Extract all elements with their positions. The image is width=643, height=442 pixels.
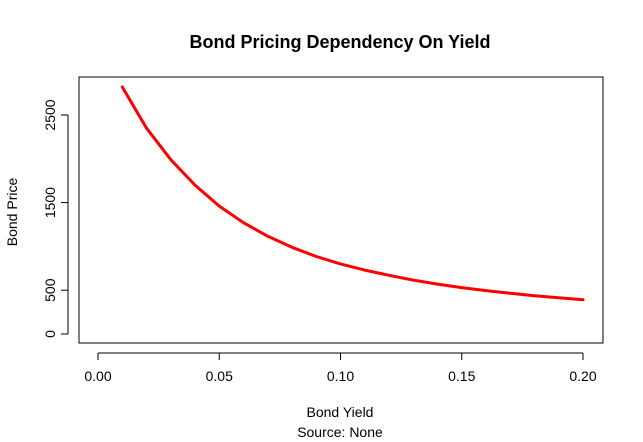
- y-tick-label: 0: [42, 330, 58, 338]
- chart-title: Bond Pricing Dependency On Yield: [189, 32, 490, 52]
- x-tick-label: 0.00: [84, 368, 111, 384]
- y-tick-label: 2500: [42, 99, 58, 130]
- x-tick-label: 0.15: [448, 368, 475, 384]
- y-tick-label: 500: [42, 278, 58, 302]
- y-tick-label: 1500: [42, 187, 58, 218]
- x-axis: 0.00 0.05 0.10 0.15 0.20: [84, 352, 597, 384]
- plot-frame: [78, 76, 604, 344]
- x-axis-label: Bond Yield: [307, 404, 374, 420]
- x-tick-label: 0.05: [206, 368, 233, 384]
- y-axis-label: Bond Price: [4, 178, 20, 247]
- chart-caption: Source: None: [297, 424, 383, 440]
- series-line: [120, 85, 585, 302]
- x-tick-label: 0.20: [569, 368, 596, 384]
- y-axis: 0 500 1500 2500: [42, 99, 69, 338]
- x-tick-label: 0.10: [327, 368, 354, 384]
- series-layer: [120, 85, 585, 302]
